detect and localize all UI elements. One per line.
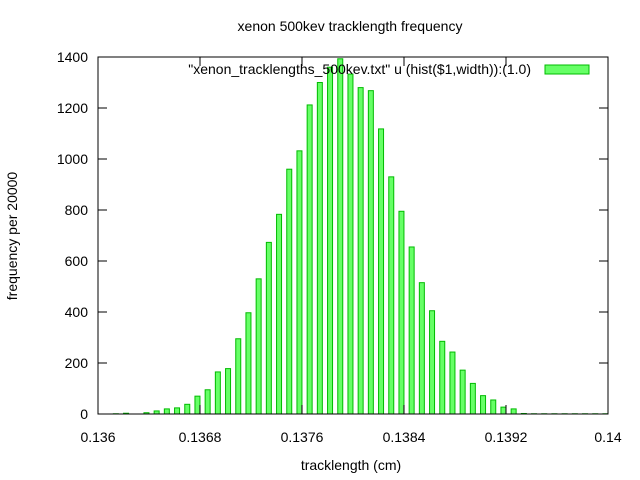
bar — [367, 90, 374, 415]
y-tick-label: 200 — [65, 355, 89, 371]
bar — [286, 168, 293, 415]
x-axis-label: tracklength (cm) — [301, 457, 401, 473]
bar — [265, 241, 272, 415]
bar — [490, 399, 497, 415]
bar — [449, 351, 456, 415]
bars-group — [112, 58, 609, 415]
bar — [163, 408, 170, 415]
legend-swatch — [544, 64, 590, 75]
x-tick-label: 0.1392 — [485, 429, 528, 445]
y-tick-label: 1200 — [57, 100, 88, 116]
bar — [378, 128, 385, 415]
y-tick-label: 800 — [65, 202, 89, 218]
y-tick-label: 600 — [65, 253, 89, 269]
x-tick-label: 0.1376 — [281, 429, 324, 445]
bar — [337, 58, 344, 415]
bar — [225, 368, 232, 415]
bar — [245, 312, 252, 415]
y-axis-label: frequency per 20000 — [4, 172, 20, 301]
bar — [204, 389, 211, 415]
bar — [480, 395, 487, 415]
bar — [194, 395, 201, 415]
bar — [276, 213, 283, 415]
bar — [510, 408, 517, 415]
y-tick-label: 400 — [65, 304, 89, 320]
legend-label: "xenon_tracklengths_500kev.txt" u (hist(… — [188, 61, 531, 77]
bar — [469, 382, 476, 415]
x-tick-label: 0.14 — [594, 429, 621, 445]
ticks-group: 0 200 400 600 800 1000 1200 1400 0.136 0.1368 0.13… — [57, 49, 622, 445]
legend: "xenon_tracklengths_500kev.txt" u (hist(… — [188, 61, 590, 77]
bar — [439, 340, 446, 415]
bar — [429, 310, 436, 415]
bar — [347, 73, 354, 415]
bar — [408, 246, 415, 415]
y-tick-label: 0 — [80, 406, 88, 422]
plot-frame — [97, 56, 609, 415]
bar — [418, 282, 425, 415]
bar — [255, 278, 262, 415]
bar — [316, 82, 323, 415]
bar — [235, 338, 242, 415]
bar — [174, 407, 181, 415]
bar — [327, 66, 334, 415]
x-tick-label: 0.1368 — [179, 429, 222, 445]
bar — [306, 104, 313, 415]
bar — [296, 150, 303, 415]
y-tick-label: 1400 — [57, 49, 88, 65]
bar — [459, 369, 466, 415]
y-tick-label: 1000 — [57, 151, 88, 167]
bar — [184, 403, 191, 415]
bar — [388, 176, 395, 415]
bar — [357, 87, 364, 415]
bar — [214, 371, 221, 415]
bar — [398, 210, 405, 415]
chart-title: xenon 500kev tracklength frequency — [238, 18, 463, 34]
x-tick-label: 0.136 — [80, 429, 115, 445]
bar — [500, 406, 507, 415]
x-tick-label: 0.1384 — [383, 429, 426, 445]
